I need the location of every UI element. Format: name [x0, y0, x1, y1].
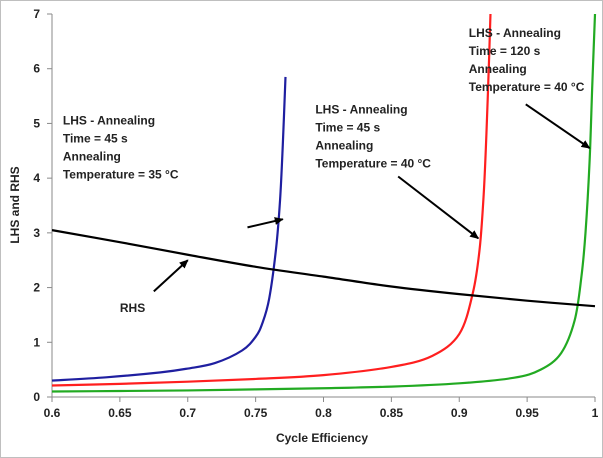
- x-tick-label: 0.75: [244, 406, 268, 420]
- series-line-3: [51, 13, 597, 393]
- annotation-text-line: Time = 120 s: [469, 44, 541, 58]
- annotation-text-line: Temperature = 40 °C: [315, 157, 431, 171]
- x-tick-label: 0.8: [315, 406, 332, 420]
- series-line-1: [51, 76, 287, 382]
- annotation-text-line: Temperature = 35 °C: [63, 168, 179, 182]
- x-tick-label: 0.85: [380, 406, 404, 420]
- annotation-arrow: [397, 175, 480, 240]
- x-tick-label: 1: [592, 406, 599, 420]
- series-group: [51, 13, 597, 393]
- y-tick-label: 3: [33, 226, 40, 240]
- annotation-arrow: [247, 217, 284, 229]
- y-axis-title: LHS and RHS: [8, 166, 22, 243]
- annotation-text-line: LHS - Annealing: [63, 114, 155, 128]
- annotation-4: RHS: [120, 259, 189, 315]
- x-axis-title: Cycle Efficiency: [276, 431, 368, 445]
- y-tick-label: 1: [33, 335, 40, 349]
- x-tick-label: 0.9: [451, 406, 468, 420]
- annotation-text-line: LHS - Annealing: [315, 103, 407, 117]
- y-tick-label: 6: [33, 62, 40, 76]
- x-tick-label: 0.65: [108, 406, 132, 420]
- annotation-2: LHS - Annealing Time = 45 s Annealing Tempe…: [315, 103, 480, 240]
- annotation-text-line: RHS: [120, 301, 145, 315]
- x-tick-label: 0.95: [515, 406, 539, 420]
- annotation-text-line: Time = 45 s: [63, 132, 128, 146]
- y-tick-label: 5: [33, 116, 40, 130]
- annotation-1: LHS - Annealing Time = 45 s Annealing Tempe…: [63, 114, 284, 229]
- annotation-arrow: [525, 103, 591, 149]
- y-tick-label: 7: [33, 7, 40, 21]
- annotation-text-line: Annealing: [315, 139, 373, 153]
- axes: 0.6 0.65 0.7 0.75 0.8 0.85 0.9 0.95 1 0 1 2 3 4 5 6 7: [33, 7, 598, 420]
- x-tick-label: 0.7: [179, 406, 196, 420]
- annotation-text-line: Annealing: [469, 62, 527, 76]
- y-tick-label: 2: [33, 281, 40, 295]
- annotations-group: LHS - Annealing Time = 45 s Annealing Tempe…: [63, 26, 591, 315]
- annotation-text-line: LHS - Annealing: [469, 26, 561, 40]
- annotation-3: LHS - Annealing Time = 120 s Annealing Temp…: [469, 26, 591, 149]
- series-line-2: [51, 13, 492, 387]
- y-tick-label: 0: [33, 390, 40, 404]
- x-tick-label: 0.6: [44, 406, 61, 420]
- annotation-text-line: Time = 45 s: [315, 121, 380, 135]
- annotation-text-line: Temperature = 40 °C: [469, 80, 585, 94]
- annotation-arrow: [153, 259, 189, 293]
- y-tick-label: 4: [33, 171, 40, 185]
- annotation-text-line: Annealing: [63, 150, 121, 164]
- series-line-4: [51, 229, 596, 308]
